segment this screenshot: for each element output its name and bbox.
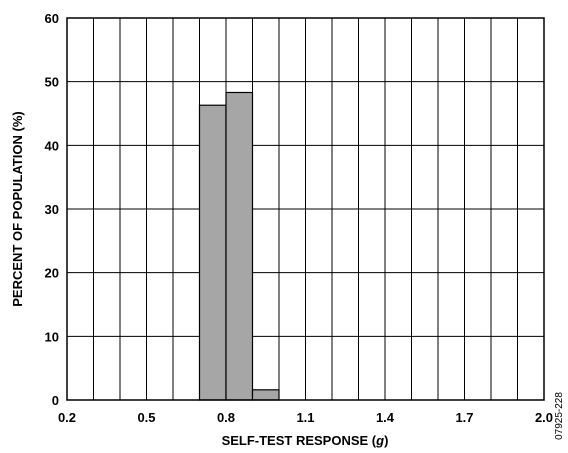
x-tick-label: 1.7: [455, 410, 473, 425]
bars: [198, 91, 280, 401]
grid: [67, 18, 544, 400]
histogram-bar: [225, 91, 254, 401]
x-axis-title: SELF-TEST RESPONSE (g): [222, 433, 389, 448]
x-tick-label: 0.5: [137, 410, 155, 425]
y-tick-label: 40: [45, 138, 59, 153]
histogram-bar: [198, 104, 227, 401]
histogram-bar: [251, 389, 280, 401]
y-tick-label: 60: [45, 11, 59, 26]
figure-id: 07925-228: [554, 392, 565, 440]
x-axis-tick-labels: 0.2 0.5 0.8 1.1 1.4 1.7 2.0: [58, 410, 553, 425]
x-tick-label: 0.2: [58, 410, 76, 425]
x-tick-label: 1.4: [376, 410, 395, 425]
y-axis-title: PERCENT OF POPULATION (%): [10, 111, 25, 306]
x-tick-label: 1.1: [296, 410, 314, 425]
x-tick-label: 0.8: [217, 410, 235, 425]
y-axis-tick-labels: 0 10 20 30 40 50 60: [45, 11, 59, 408]
y-tick-label: 30: [45, 202, 59, 217]
y-tick-label: 0: [52, 393, 59, 408]
y-tick-label: 20: [45, 266, 59, 281]
y-tick-label: 50: [45, 75, 59, 90]
plot-frame: [66, 17, 545, 401]
y-tick-label: 10: [45, 329, 59, 344]
x-tick-label: 2.0: [535, 410, 553, 425]
